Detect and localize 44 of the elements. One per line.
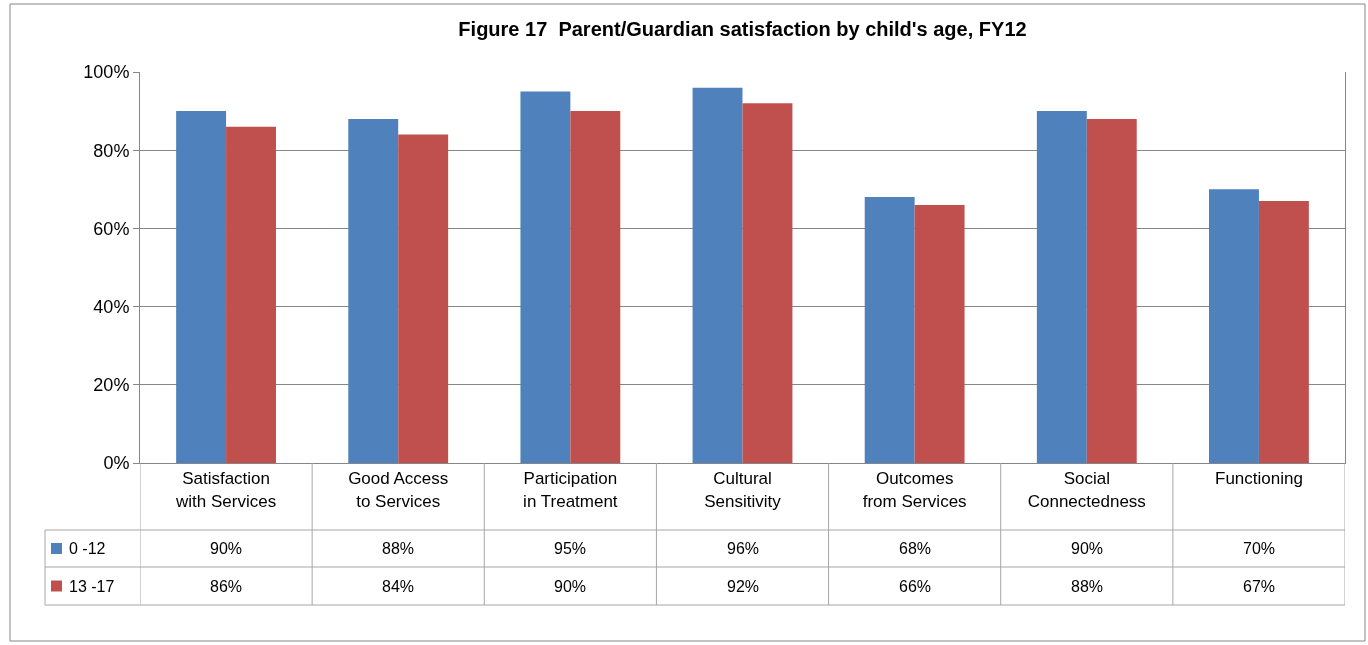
bar [520, 91, 571, 463]
x-tick-label: Participation in Treatment [523, 469, 618, 511]
y-tick-label: 80% [93, 140, 130, 161]
y-tick-label: 20% [93, 375, 130, 396]
bar [570, 111, 621, 463]
bar [1036, 111, 1087, 463]
data-label: 90% [210, 540, 243, 557]
bar [176, 111, 227, 463]
data-label: 92% [727, 578, 760, 595]
bar [226, 126, 276, 463]
bar [692, 87, 743, 463]
x-tick-label: Satisfaction with Services [175, 469, 277, 511]
bar [742, 103, 793, 463]
data-label: 90% [1071, 540, 1104, 557]
bar [1209, 189, 1259, 463]
y-tick-label: 40% [93, 296, 130, 317]
x-tick-label: Functioning [1214, 469, 1303, 489]
data-label: 88% [1071, 578, 1104, 595]
bar [864, 197, 915, 463]
y-tick-label: 0% [103, 453, 130, 474]
data-label: 66% [899, 578, 932, 595]
bar [398, 134, 449, 463]
x-tick-label: Social Connectedness [1027, 469, 1146, 511]
y-tick-label: 60% [93, 218, 130, 239]
data-label: 95% [554, 540, 587, 557]
bar [1258, 201, 1309, 463]
data-label: 84% [382, 578, 415, 595]
x-tick-label: Cultural Sensitivity [704, 469, 782, 511]
data-label: 96% [727, 540, 760, 557]
bar [914, 204, 965, 463]
legend-label: 13 -17 [69, 578, 115, 595]
data-label: 86% [210, 578, 243, 595]
bar [1086, 118, 1137, 463]
chart-title: Figure 17 Parent/Guardian satisfaction by child's age, FY12 [458, 18, 1027, 41]
x-tick-label: Outcomes from Services [862, 469, 967, 511]
data-label: 88% [382, 540, 415, 557]
x-tick-label: Good Access to Services [348, 469, 449, 511]
data-label: 67% [1243, 578, 1276, 595]
data-label: 68% [899, 540, 932, 557]
data-label: 90% [554, 578, 587, 595]
data-label: 70% [1243, 540, 1276, 557]
legend-label: 0 -12 [69, 540, 106, 557]
y-tick-label: 100% [83, 62, 130, 83]
bar [348, 118, 399, 463]
